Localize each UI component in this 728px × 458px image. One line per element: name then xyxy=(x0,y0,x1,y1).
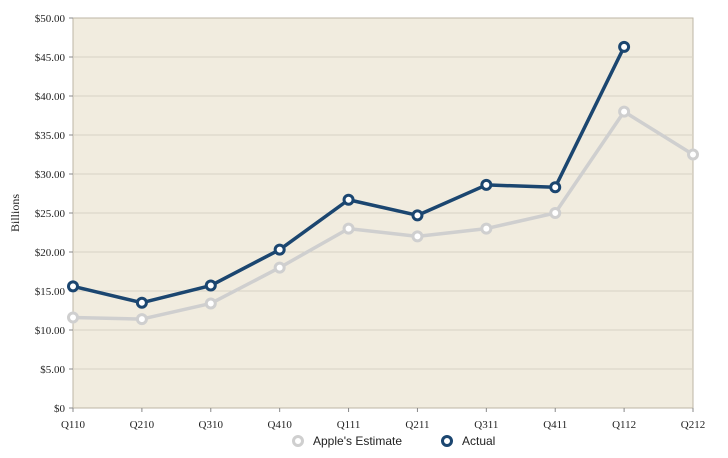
data-point xyxy=(411,230,424,243)
x-tick-label: Q411 xyxy=(543,419,567,431)
x-tick-label: Q211 xyxy=(405,419,429,431)
x-tick-label: Q112 xyxy=(612,419,636,431)
y-tick-label: $45.00 xyxy=(35,52,66,64)
data-point xyxy=(549,181,562,194)
y-tick-label: $5.00 xyxy=(40,364,65,376)
data-point xyxy=(273,243,286,256)
legend: Apple's Estimate Actual xyxy=(292,434,495,448)
data-point xyxy=(204,279,217,292)
data-point xyxy=(480,222,493,235)
series-group xyxy=(67,40,699,326)
data-point xyxy=(480,178,493,191)
gridlines xyxy=(73,56,693,370)
data-point xyxy=(135,313,148,326)
data-point xyxy=(411,209,424,222)
y-tick-label: $35.00 xyxy=(35,130,66,142)
series-estimate xyxy=(67,105,699,326)
y-tick-label: $0 xyxy=(54,403,66,415)
data-point xyxy=(204,297,217,310)
x-tick-label: Q311 xyxy=(474,419,498,431)
x-tick-label: Q210 xyxy=(130,419,155,431)
legend-marker xyxy=(292,435,304,447)
y-axis-ticks: $0 $5.00 $10.00 $15.00 $20.00 $25.00 $30.00 $35… xyxy=(35,13,73,415)
data-point xyxy=(67,311,79,324)
y-tick-label: $10.00 xyxy=(35,325,66,337)
y-tick-label: $40.00 xyxy=(35,91,66,103)
data-point xyxy=(342,193,355,206)
x-tick-label: Q310 xyxy=(199,419,224,431)
y-tick-label: $50.00 xyxy=(35,13,66,25)
data-point xyxy=(342,222,355,235)
data-point xyxy=(135,296,148,309)
legend-label: Apple's Estimate xyxy=(313,434,402,448)
x-axis-ticks: Q110 Q210 Q310 Q410 Q111 Q211 Q311 Q411 Q112 Q212 xyxy=(61,408,705,431)
x-tick-label: Q111 xyxy=(337,419,361,431)
y-tick-label: $15.00 xyxy=(35,286,66,298)
data-point xyxy=(273,261,286,274)
y-tick-label: $30.00 xyxy=(35,169,66,181)
x-tick-label: Q110 xyxy=(61,419,86,431)
x-tick-label: Q212 xyxy=(681,419,705,431)
legend-marker xyxy=(441,435,453,447)
data-point xyxy=(67,280,79,293)
series-actual xyxy=(67,40,631,309)
data-point xyxy=(687,148,699,161)
data-point xyxy=(618,40,631,53)
x-tick-label: Q410 xyxy=(267,419,292,431)
series-line xyxy=(72,109,694,321)
data-point xyxy=(618,105,631,118)
y-tick-label: $25.00 xyxy=(35,208,66,220)
data-point xyxy=(549,207,562,219)
legend-label: Actual xyxy=(462,434,495,448)
y-axis-label: Billions xyxy=(8,194,22,232)
y-tick-label: $20.00 xyxy=(35,247,66,259)
